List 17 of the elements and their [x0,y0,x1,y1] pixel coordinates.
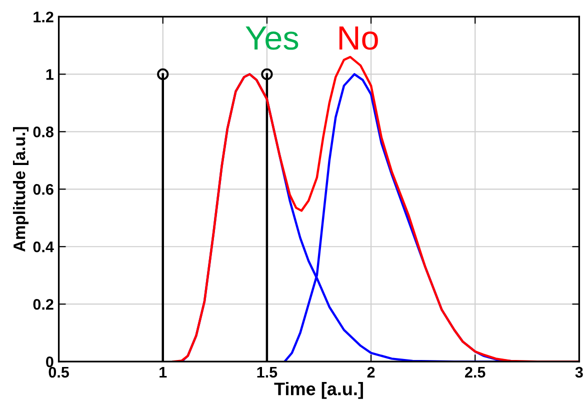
y-tick-label: 1.2 [34,12,54,22]
y-tick-label: 0.2 [33,298,54,310]
annotation: Yes [246,26,298,50]
y-tick-label: 1 [46,69,54,80]
y-tick-label: 0.6 [33,184,54,195]
x-tick-label: 3 [575,366,583,378]
x-axis-title: Time [a.u.] [274,382,363,399]
y-tick-label: 0.4 [33,241,54,252]
y-tick-label: 0 [46,356,54,368]
y-axis-title: Amplitude [a.u.] [13,127,29,252]
y-tick-label: 0.8 [33,126,54,138]
x-tick-label: 2.5 [465,366,486,378]
x-tick-label: 0.5 [48,366,69,378]
x-tick-label: 2 [367,366,375,378]
x-tick-label: 1.5 [257,366,278,378]
x-tick-label: 1 [160,366,167,378]
annotation: No [339,26,378,50]
